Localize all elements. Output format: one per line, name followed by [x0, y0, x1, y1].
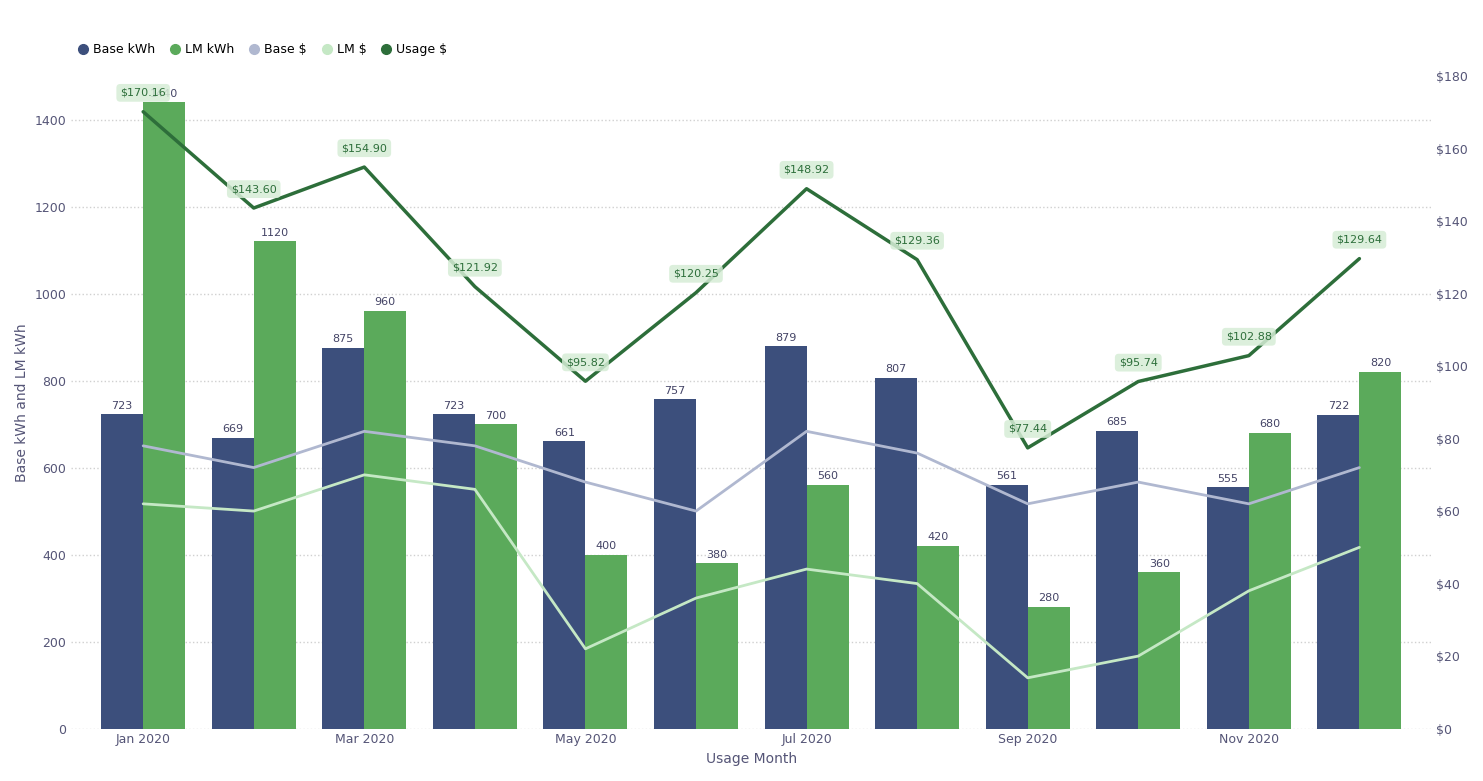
Bar [807, 485, 848, 729]
Text: $102.88: $102.88 [1226, 332, 1272, 342]
Text: $143.60: $143.60 [231, 184, 277, 194]
Bar [916, 546, 960, 729]
Text: 661: 661 [555, 427, 575, 437]
Text: $170.16: $170.16 [120, 87, 166, 98]
Bar [1028, 607, 1069, 729]
Text: 380: 380 [706, 550, 728, 560]
Text: 669: 669 [222, 424, 243, 434]
Text: 807: 807 [885, 364, 906, 374]
Text: 722: 722 [1327, 401, 1350, 411]
Bar [586, 555, 627, 729]
Bar [543, 441, 586, 729]
Text: $121.92: $121.92 [452, 262, 498, 273]
Text: $129.64: $129.64 [1336, 235, 1382, 244]
Bar [696, 563, 739, 729]
Text: 420: 420 [927, 533, 949, 542]
Text: 360: 360 [1149, 558, 1170, 569]
Bar [1249, 433, 1290, 729]
Bar [1207, 487, 1249, 729]
Bar [101, 414, 144, 729]
Bar [433, 414, 475, 729]
Text: 875: 875 [332, 334, 354, 344]
Text: $154.90: $154.90 [341, 143, 387, 153]
Text: 700: 700 [485, 411, 506, 421]
Text: 555: 555 [1218, 473, 1238, 483]
Text: 820: 820 [1370, 358, 1391, 369]
Text: 680: 680 [1259, 419, 1280, 430]
Bar [1096, 430, 1139, 729]
Bar [475, 424, 518, 729]
Text: 960: 960 [375, 298, 396, 308]
Legend: Base kWh, LM kWh, Base $, LM $, Usage $: Base kWh, LM kWh, Base $, LM $, Usage $ [77, 43, 448, 56]
Bar [322, 348, 365, 729]
Text: 879: 879 [774, 333, 796, 343]
Text: 723: 723 [443, 401, 464, 411]
Bar [1360, 372, 1401, 729]
Bar [654, 399, 696, 729]
Text: 560: 560 [817, 472, 838, 482]
Bar [986, 484, 1028, 729]
Bar [254, 241, 295, 729]
Bar [212, 437, 254, 729]
Bar [1317, 415, 1360, 729]
Text: $148.92: $148.92 [783, 165, 829, 175]
Text: $95.74: $95.74 [1118, 358, 1158, 368]
Text: 723: 723 [111, 401, 133, 411]
Text: 685: 685 [1106, 417, 1127, 427]
Y-axis label: Base kWh and LM kWh: Base kWh and LM kWh [15, 323, 30, 482]
Text: $129.36: $129.36 [894, 236, 940, 246]
Bar [144, 102, 185, 729]
Text: 757: 757 [664, 386, 685, 396]
Bar [875, 377, 916, 729]
Bar [765, 346, 807, 729]
Text: $77.44: $77.44 [1008, 424, 1047, 434]
Text: $95.82: $95.82 [567, 358, 605, 367]
Text: $120.25: $120.25 [673, 269, 719, 279]
Text: 561: 561 [997, 471, 1017, 481]
X-axis label: Usage Month: Usage Month [706, 752, 796, 766]
Text: 280: 280 [1038, 594, 1059, 603]
Bar [1139, 572, 1180, 729]
Text: 1440: 1440 [150, 89, 178, 98]
Text: 400: 400 [596, 541, 617, 551]
Text: 1120: 1120 [261, 228, 289, 238]
Bar [365, 311, 406, 729]
